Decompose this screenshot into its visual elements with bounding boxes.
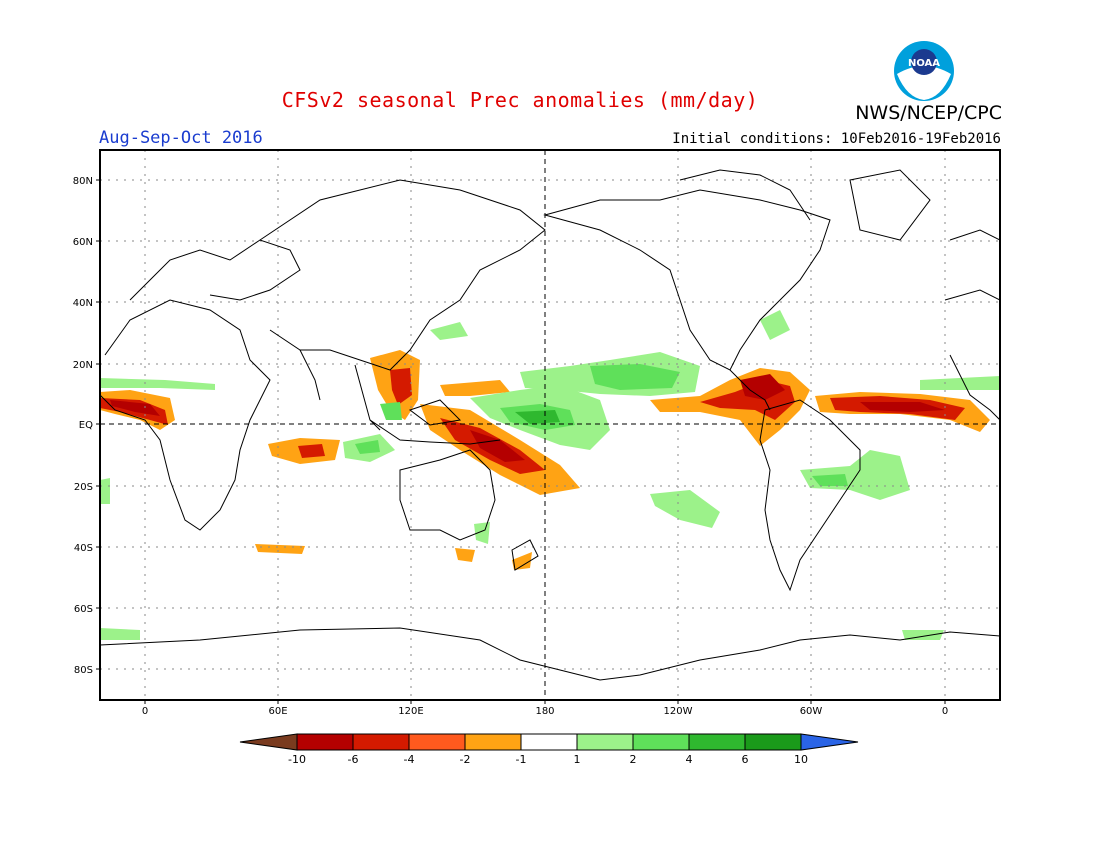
lat-label: 20S [74, 482, 93, 493]
map-frame [99, 149, 1001, 701]
colorbar-label: 1 [574, 753, 581, 766]
lon-label: 60W [800, 706, 823, 717]
lon-label: 0 [942, 706, 948, 717]
anomaly-fields [100, 310, 1000, 640]
colorbar-label: -1 [516, 753, 527, 766]
colorbar-swatch [576, 733, 634, 751]
lon-labels: 0 60E 120E 180 120W 60W 0 [142, 706, 948, 717]
lat-label: EQ [79, 420, 93, 431]
coastlines [100, 169, 1000, 681]
colorbar-label: -4 [404, 753, 415, 766]
colorbar-label: 6 [742, 753, 749, 766]
lat-label: 80S [74, 665, 93, 676]
colorbar: -10 -6 -4 -2 -1 1 2 4 6 10 [239, 733, 859, 766]
lat-label: 40N [73, 298, 93, 309]
noaa-logo-icon: NOAA [894, 41, 954, 101]
colorbar-swatch [296, 733, 354, 751]
lon-label: 120W [664, 706, 693, 717]
lat-labels: 80N 60N 40N 20N EQ 20S 40S 60S 80S [73, 176, 93, 676]
lat-label: 40S [74, 543, 93, 554]
colorbar-label: -6 [348, 753, 359, 766]
chart-title: CFSv2 seasonal Prec anomalies (mm/day) [281, 88, 759, 112]
initial-conditions-label: Initial conditions: 10Feb2016-19Feb2016 [672, 131, 1001, 147]
tick-marks [96, 179, 946, 704]
colorbar-swatch [520, 733, 578, 751]
lat-label: 80N [73, 176, 93, 187]
colorbar-swatch [408, 733, 466, 751]
lon-label: 0 [142, 706, 148, 717]
colorbar-swatch [744, 733, 802, 751]
colorbar-swatch [464, 733, 522, 751]
lat-label: 60N [73, 237, 93, 248]
colorbar-swatch [632, 733, 690, 751]
colorbar-swatch [688, 733, 746, 751]
graticule [100, 150, 1000, 700]
colorbar-label: 2 [630, 753, 637, 766]
noaa-logo-text: NOAA [908, 58, 940, 69]
lon-label: 180 [535, 706, 554, 717]
colorbar-swatch [352, 733, 410, 751]
colorbar-arrow-high [800, 733, 859, 751]
colorbar-arrow-low [239, 733, 298, 751]
lon-label: 60E [268, 706, 287, 717]
colorbar-label: -2 [460, 753, 471, 766]
colorbar-label: 4 [686, 753, 693, 766]
lon-label: 120E [398, 706, 423, 717]
agency-label: NWS/NCEP/CPC [855, 102, 1002, 124]
colorbar-label: 10 [794, 753, 808, 766]
lat-label: 20N [73, 360, 93, 371]
colorbar-label: -10 [288, 753, 306, 766]
equator-dateline [100, 150, 1000, 700]
lat-label: 60S [74, 604, 93, 615]
season-label: Aug-Sep-Oct 2016 [99, 128, 263, 148]
